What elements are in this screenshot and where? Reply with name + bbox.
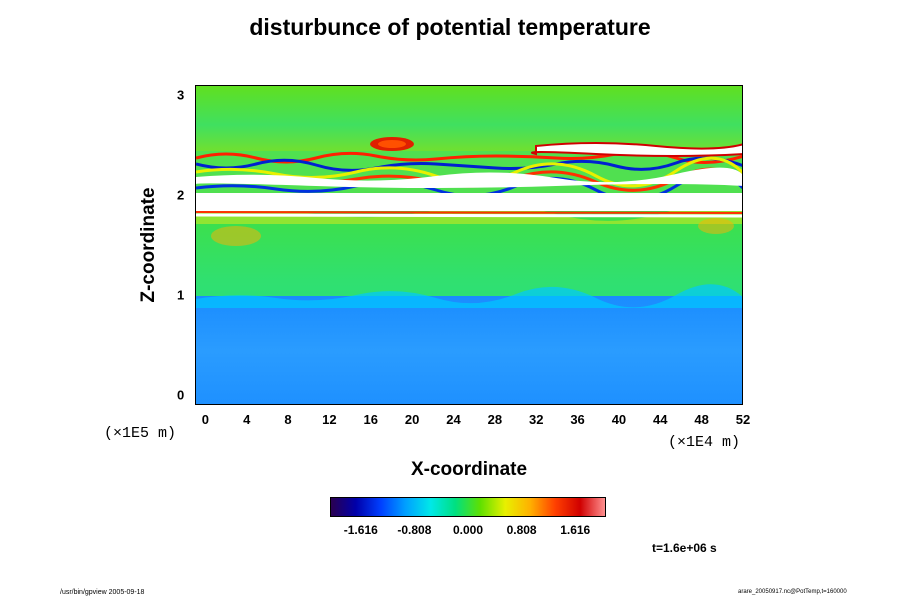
y-tick-label: 2 (177, 187, 185, 203)
colorbar-tick-label: 0.000 (452, 523, 484, 537)
colorbar-tick-label: -1.616 (343, 523, 378, 537)
footer-source: arare_20050917.nc@PotTemp,t=160000 (738, 589, 847, 595)
x-tick-label: 0 (201, 412, 209, 427)
x-tick-label: 44 (653, 412, 668, 427)
footer-command: /usr/bin/gpview 2005-09-18 (60, 589, 145, 596)
y-tick-label: 1 (177, 287, 185, 303)
x-tick-label: 8 (284, 412, 292, 427)
colorbar (330, 497, 606, 517)
x-tick-label: 48 (694, 412, 709, 427)
x-tick-label: 4 (243, 412, 251, 427)
x-axis-label: X-coordinate (410, 459, 528, 480)
x-tick-label: 36 (570, 412, 585, 427)
y-axis-label: Z-coordinate (138, 187, 159, 303)
x-tick-label: 28 (487, 412, 503, 427)
chart-title: disturbunce of potential temperature (249, 14, 651, 40)
colorbar-tick-label: 1.616 (560, 523, 591, 537)
colorbar-tick-label: 0.808 (506, 523, 537, 537)
x-tick-label: 24 (446, 412, 461, 427)
heatmap-field (196, 86, 742, 404)
colorbar-tick-label: -0.808 (397, 523, 432, 537)
y-tick-label: 3 (177, 87, 185, 103)
x-tick-label: 16 (363, 412, 378, 427)
plot-area (195, 85, 743, 405)
y-unit-label: (×1E5 m) (104, 425, 177, 442)
x-tick-label: 32 (528, 412, 544, 427)
x-tick-label: 20 (404, 412, 420, 427)
y-tick-label: 0 (177, 387, 185, 403)
time-annotation: t=1.6e+06 s (652, 541, 717, 555)
x-tick-label: 40 (611, 412, 627, 427)
x-unit-label: (×1E4 m) (668, 434, 741, 451)
x-tick-label: 52 (735, 412, 751, 427)
x-tick-label: 12 (322, 412, 337, 427)
